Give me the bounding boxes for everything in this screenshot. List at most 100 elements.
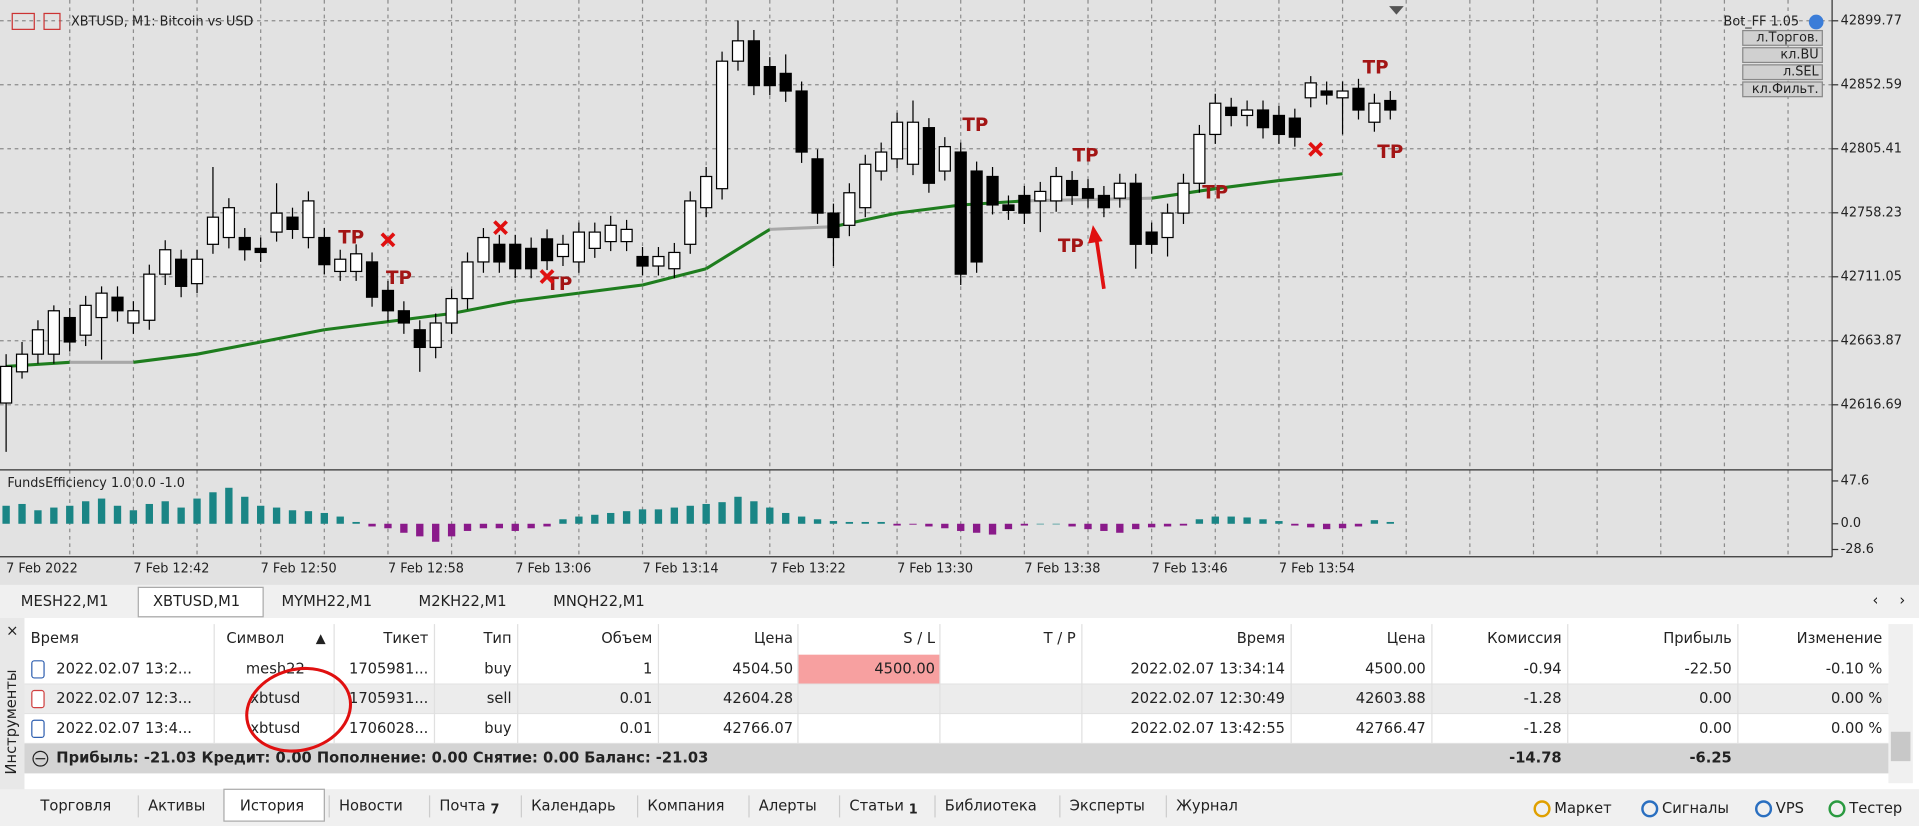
panel-button-label[interactable]: кл.Фильт. [1752, 82, 1819, 97]
candle-body [1304, 82, 1317, 99]
indicator-bar [225, 487, 233, 524]
bottom-tab[interactable]: Почта [439, 797, 485, 814]
scroll-thumb[interactable] [1890, 731, 1911, 762]
chart-tab[interactable]: MESH22,M1 [21, 593, 109, 610]
bottom-tab[interactable]: История [240, 797, 304, 814]
candle-body [509, 243, 522, 270]
bottom-tab[interactable]: Торговля [39, 797, 111, 814]
service-link[interactable]: Сигналы [1662, 800, 1729, 817]
chart-background [0, 0, 1919, 585]
indicator-bar [400, 523, 408, 533]
bottom-tab[interactable]: Новости [339, 797, 403, 814]
table-cell: -0.10 % [1826, 660, 1883, 677]
chart-tab[interactable]: MYMH22,M1 [281, 593, 372, 610]
moving-average [451, 299, 516, 315]
panel-button[interactable] [1742, 29, 1823, 46]
candle-body [413, 329, 426, 349]
indicator-bar [654, 509, 663, 524]
column-header[interactable]: Цена [1387, 630, 1426, 647]
indicator-bar [129, 510, 138, 524]
column-header[interactable]: T / P [1043, 630, 1076, 647]
bottom-tab[interactable]: Эксперты [1070, 797, 1145, 814]
column-header[interactable]: Тикет [382, 630, 428, 647]
panel-button[interactable] [1742, 81, 1823, 98]
service-link[interactable]: VPS [1776, 800, 1804, 817]
column-header[interactable]: Время [31, 630, 79, 647]
indicator-bar [1179, 523, 1188, 526]
active-tab[interactable] [223, 788, 325, 822]
indicator-label: FundsEfficiency 1.0 0.0 -1.0 [7, 476, 185, 491]
chart-tab[interactable]: MNQH22,M1 [553, 593, 645, 610]
bottom-tab[interactable]: Статьи [849, 797, 904, 814]
column-header[interactable]: S / L [903, 630, 936, 647]
panel-button-label[interactable]: кл.BU [1780, 48, 1818, 63]
column-header[interactable]: Цена [754, 630, 793, 647]
chart-tab[interactable]: XBTUSD,M1 [153, 593, 240, 610]
candle-body [906, 121, 920, 165]
bottom-tab[interactable]: Календарь [531, 797, 616, 814]
candle-body [1113, 182, 1126, 199]
bottom-tab[interactable]: Компания [647, 797, 724, 814]
moving-average [705, 228, 771, 271]
table-cell: -1.28 [1524, 720, 1562, 737]
shift-marker [1389, 6, 1404, 15]
indicator-bar [622, 511, 631, 524]
indicator-bar [909, 523, 917, 525]
red-circle [245, 666, 353, 753]
table-cell: 0.01 [620, 690, 653, 707]
bottom-tab[interactable]: Алерты [759, 797, 817, 814]
bottom-tab[interactable]: Журнал [1176, 797, 1238, 814]
table-cell: 1705931... [349, 690, 428, 707]
column-header[interactable]: Объем [601, 630, 652, 647]
candle-body [1081, 188, 1095, 199]
moving-average [578, 283, 643, 295]
active-tab[interactable] [137, 586, 264, 618]
indicator-tick-label: 47.6 [1841, 473, 1870, 488]
column-header[interactable]: Тип [482, 630, 511, 647]
table-row[interactable] [24, 714, 1889, 744]
candle-body [429, 322, 442, 349]
price-label: 42663.87 [1841, 333, 1902, 348]
indicator-bar [479, 523, 488, 529]
table-cell: 4500.00 [1365, 660, 1426, 677]
column-header[interactable]: Время [1237, 630, 1285, 647]
candle-body [159, 249, 172, 275]
scroll-left[interactable]: ‹ [1872, 592, 1878, 609]
sort-arrow: ▲ [316, 631, 326, 646]
panel-button-label[interactable]: л.SEL [1783, 65, 1820, 80]
indicator-bar [718, 502, 726, 524]
table-row[interactable] [24, 654, 1889, 685]
column-header[interactable]: Изменение [1797, 630, 1883, 647]
column-header[interactable]: Символ [226, 630, 284, 647]
candle-body [843, 192, 856, 226]
candle-body [1145, 231, 1158, 245]
indicator-bar [18, 503, 26, 524]
expert-name: Bot_FF 1.05 [1724, 15, 1800, 30]
panel-button-label[interactable]: л.Торгов. [1756, 30, 1818, 45]
table-cell: buy [484, 720, 512, 737]
indicator-bar [1132, 523, 1140, 530]
indicator-bar [1147, 523, 1156, 528]
close-button[interactable]: × [6, 622, 18, 639]
service-link[interactable]: Маркет [1554, 800, 1612, 817]
scroll-right[interactable]: › [1899, 592, 1905, 609]
indicator-tick-label: -28.6 [1841, 542, 1874, 557]
indicator-bar [1084, 523, 1092, 530]
tp-label: TP [338, 228, 364, 249]
bottom-tab[interactable]: Библиотека [945, 797, 1037, 814]
moving-average [769, 225, 834, 231]
service-link[interactable]: Тестер [1848, 800, 1902, 817]
candle-body [445, 297, 458, 324]
table-row[interactable] [24, 684, 1889, 714]
bottom-tab[interactable]: Активы [148, 797, 205, 814]
column-header[interactable]: Прибыль [1663, 630, 1732, 647]
chart-tab[interactable]: M2KH22,M1 [419, 593, 507, 610]
column-header[interactable]: Комиссия [1487, 630, 1562, 647]
panel-button[interactable] [1742, 64, 1823, 81]
table-cell: -22.50 [1684, 660, 1731, 677]
candle-body [1272, 114, 1286, 136]
candle-body [779, 72, 792, 92]
table-cell: xbtusd [250, 690, 300, 707]
service-icon [1641, 800, 1659, 818]
panel-button[interactable] [1742, 47, 1823, 64]
